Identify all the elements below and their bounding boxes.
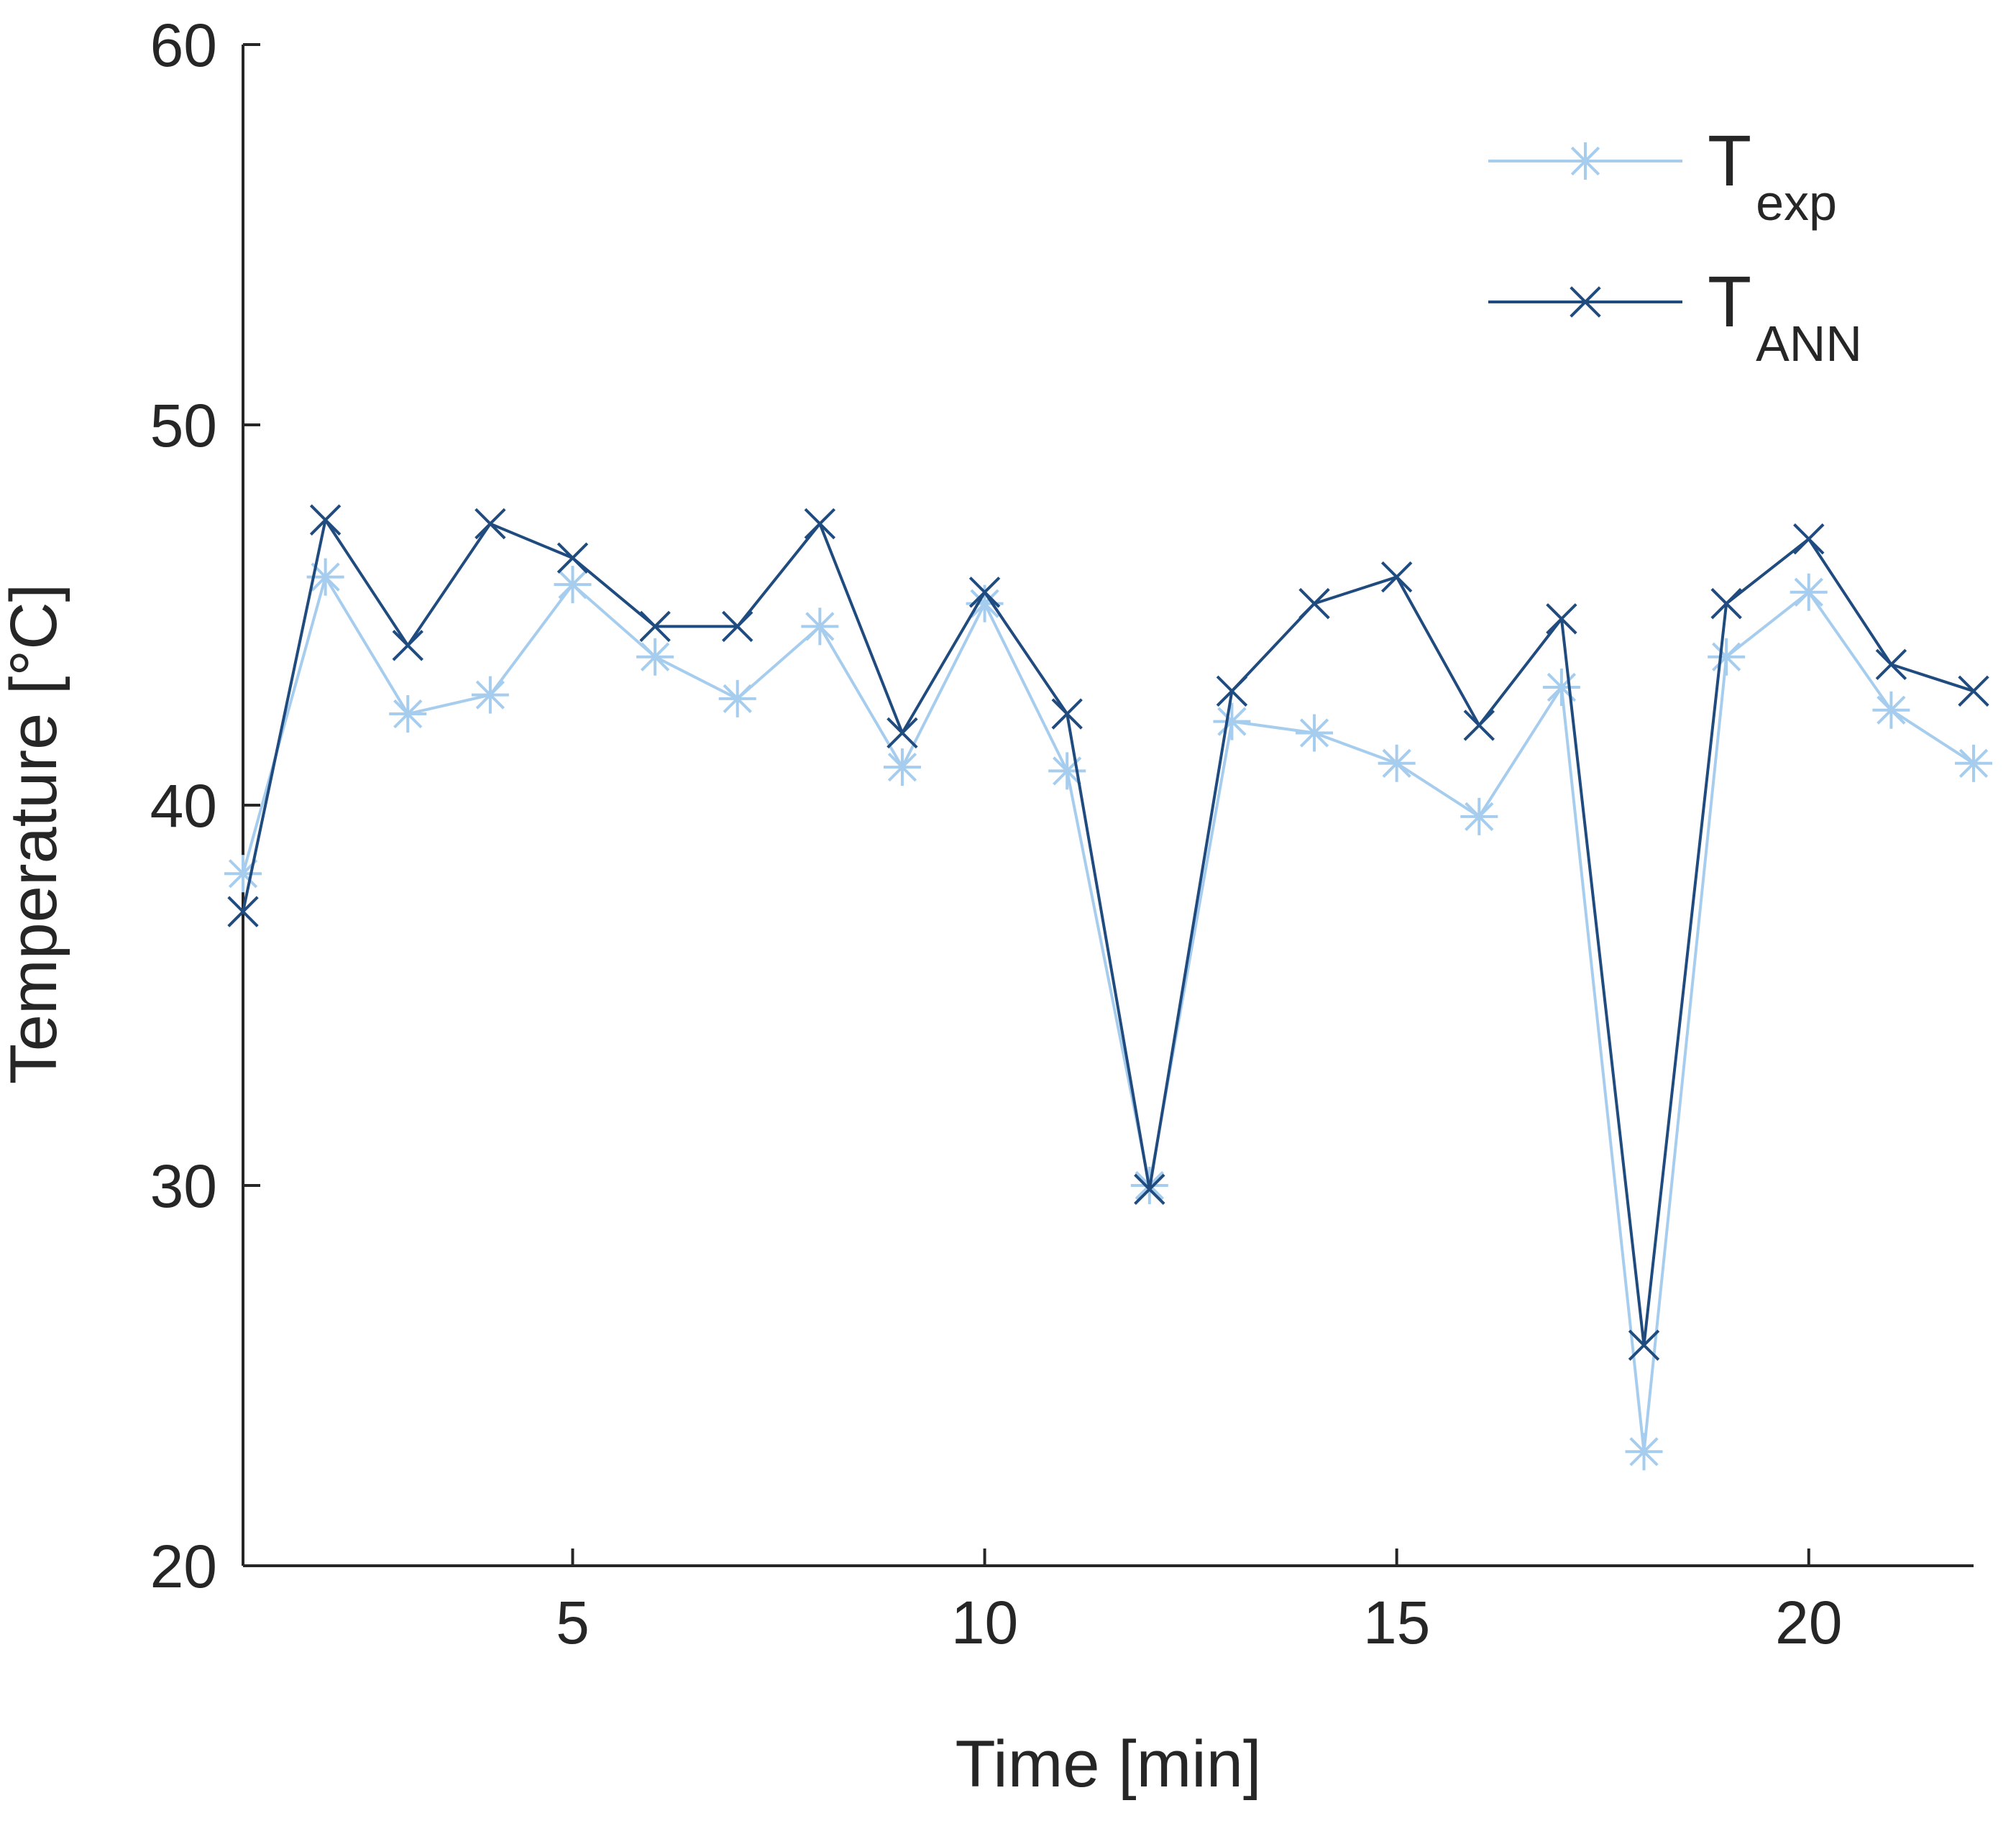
series-t-exp <box>224 558 1992 1471</box>
y-tick-label: 20 <box>150 1533 217 1600</box>
data-point <box>1546 603 1577 635</box>
data-point <box>1213 702 1251 740</box>
y-tick-label: 50 <box>150 392 217 459</box>
data-point <box>556 542 589 574</box>
data-point <box>1708 638 1746 676</box>
y-axis-title: Temperature [°C] <box>0 584 70 1084</box>
data-point <box>722 610 753 643</box>
data-point <box>392 630 423 661</box>
data-point <box>1134 1173 1165 1205</box>
legend-label: TANN <box>1708 262 1862 372</box>
ticks: 20 30 40 50 60 5 10 15 20 <box>150 12 1843 1656</box>
data-point <box>1048 752 1086 790</box>
data-point <box>1542 669 1580 707</box>
data-point <box>224 855 262 893</box>
legend-label: Texp <box>1708 121 1837 231</box>
series-line <box>242 575 1975 1454</box>
data-point <box>883 748 921 786</box>
data-point <box>639 610 671 643</box>
series-t-ann <box>227 504 1989 1361</box>
data-point <box>1793 523 1825 555</box>
data-point <box>1872 691 1910 729</box>
data-point <box>1958 675 1989 707</box>
data-point <box>1955 744 1992 782</box>
data-point <box>1875 648 1907 680</box>
data-point <box>471 676 509 714</box>
data-point <box>554 566 592 604</box>
data-point <box>1378 744 1416 782</box>
legend-label-subscript: exp <box>1756 175 1837 231</box>
data-point <box>1296 714 1334 752</box>
legend-marker <box>1570 286 1601 318</box>
data-point <box>636 638 674 676</box>
series-line <box>242 518 1974 1347</box>
legend-item: Texp <box>1488 121 1837 231</box>
legend-label-subscript: ANN <box>1756 316 1862 372</box>
data-point <box>227 896 259 927</box>
legend-label-main: T <box>1708 262 1751 342</box>
x-tick-label: 5 <box>556 1589 590 1656</box>
data-point <box>1298 587 1330 620</box>
data-point <box>475 508 506 540</box>
y-tick-label: 40 <box>150 772 217 840</box>
x-axis-title: Time [min] <box>956 1728 1262 1801</box>
legend-item: TANN <box>1488 262 1862 372</box>
data-point <box>1710 587 1742 620</box>
legend-label-main: T <box>1708 121 1751 201</box>
x-tick-label: 15 <box>1363 1589 1430 1656</box>
data-point <box>1790 573 1828 611</box>
data-point <box>1460 797 1498 835</box>
data-point <box>1463 710 1495 741</box>
series <box>224 504 1992 1471</box>
legend-marker <box>1567 142 1604 180</box>
data-point <box>804 508 836 540</box>
data-point <box>1051 698 1083 730</box>
data-point <box>1216 675 1248 707</box>
data-point <box>1625 1433 1663 1471</box>
data-point <box>389 695 427 733</box>
x-tick-label: 20 <box>1775 1589 1842 1656</box>
data-point <box>968 577 1001 608</box>
data-point <box>309 504 342 536</box>
y-tick-label: 30 <box>150 1152 217 1220</box>
data-point <box>801 607 839 646</box>
data-point <box>718 679 756 717</box>
data-point <box>886 717 918 749</box>
x-tick-label: 10 <box>951 1589 1018 1656</box>
data-point <box>1628 1329 1660 1361</box>
data-point <box>1380 561 1413 593</box>
y-tick-label: 60 <box>150 12 217 79</box>
